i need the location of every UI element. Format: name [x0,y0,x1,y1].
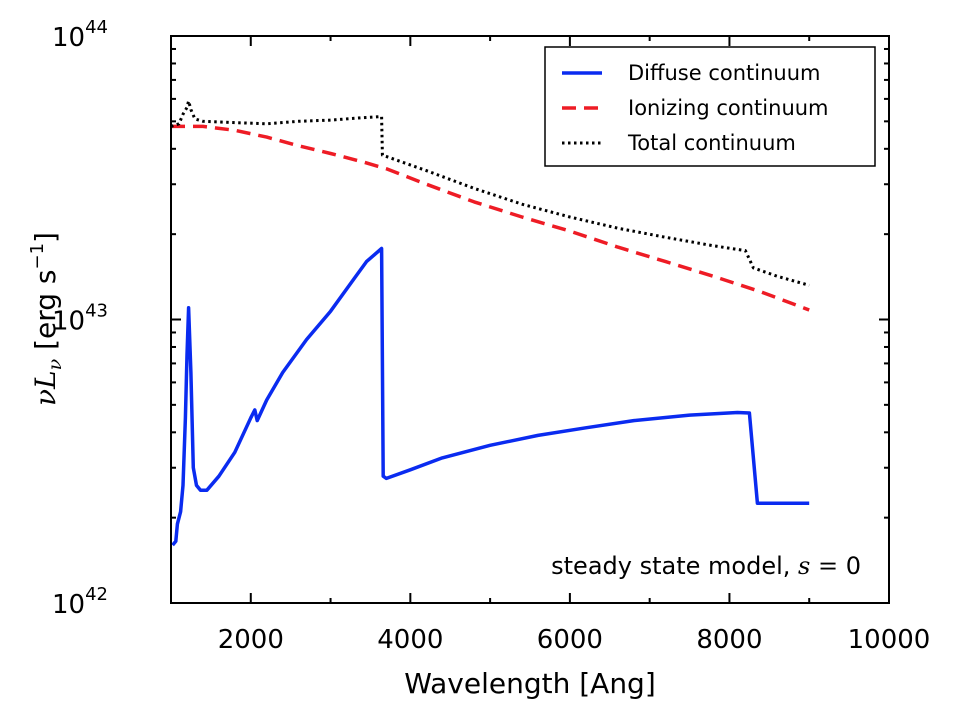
y-tick-label-1: 1043 [52,301,108,337]
annotation-text: steady state model, [551,552,798,580]
y-tick-base: 10 [52,23,85,53]
y-label-subscript: ν [44,358,66,370]
y-tick-exponent: 44 [85,17,108,38]
y-label-prefix: νL [29,370,62,406]
x-tick-label-4: 10000 [848,625,931,655]
y-tick-exponent: 43 [85,301,108,322]
y-label-superscript: −1 [27,243,48,270]
legend-label-1: Ionizing continuum [628,96,829,120]
x-tick-label-2: 6000 [537,625,603,655]
y-tick-base: 10 [52,307,85,337]
legend-label-0: Diffuse continuum [628,61,820,85]
legend-label-2: Total continuum [627,131,796,155]
y-axis-label: νLν [erg s−1] [27,232,66,406]
x-tick-label-3: 8000 [696,625,762,655]
y-label-bracket-open: [erg s [29,269,62,358]
annotation-value: 0 [846,552,861,580]
legend-box [544,46,876,167]
series-line-0 [171,246,810,547]
annotation-var: s [798,552,810,580]
y-label-bracket-close: ] [29,232,62,243]
y-tick-label-2: 1044 [52,17,108,53]
x-tick-label-1: 4000 [377,625,443,655]
series-layer [171,99,810,547]
model-annotation: steady state model, s = 0 [551,552,861,580]
y-tick-label-0: 1042 [52,584,108,620]
x-tick-labels: 2000 4000 6000 8000 10000 [218,625,931,655]
series-line-2 [171,99,810,287]
plot-frame [170,35,890,604]
series-line-1 [171,124,810,312]
legend: Diffuse continuum Ionizing continuum Total… [544,46,876,167]
legend-entries: Diffuse continuum Ionizing continuum Total… [562,61,829,155]
annotation-rel: = [810,552,845,580]
y-tick-exponent: 42 [85,584,108,605]
y-tick-base: 10 [52,590,85,620]
x-axis-label: Wavelength [Ang] [404,667,656,700]
x-tick-label-0: 2000 [218,625,284,655]
